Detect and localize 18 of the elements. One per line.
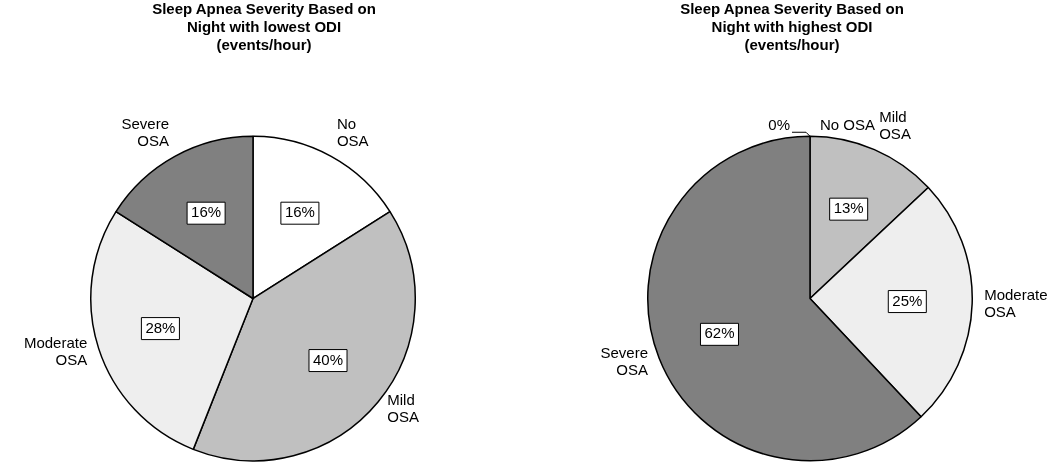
chart-title: Sleep Apnea Severity Based on Night with highest ODI (events/hour) (679, 0, 905, 54)
data-label: 62% (704, 324, 735, 342)
slice-label: Severe OSA (121, 115, 170, 150)
data-label: 28% (145, 318, 176, 336)
data-label: 13% (833, 199, 864, 217)
slice-label: Moderate OSA (984, 285, 1048, 320)
slice-label: Mild OSA (387, 391, 419, 426)
data-label: 40% (312, 350, 344, 368)
slice-label: Moderate OSA (23, 333, 88, 368)
slice-label: No OSA (336, 115, 369, 150)
legend-label: No OSA (820, 116, 876, 134)
data-label: 16% (284, 203, 315, 221)
slice-label: Mild OSA (879, 108, 911, 143)
data-label: 16% (191, 203, 222, 221)
data-label: 25% (892, 291, 923, 309)
slice-label: Severe OSA (600, 344, 648, 379)
text: 0% (768, 116, 790, 134)
chart-title: Sleep Apnea Severity Based on Night with lowest ODI (events/hour) (151, 0, 377, 54)
